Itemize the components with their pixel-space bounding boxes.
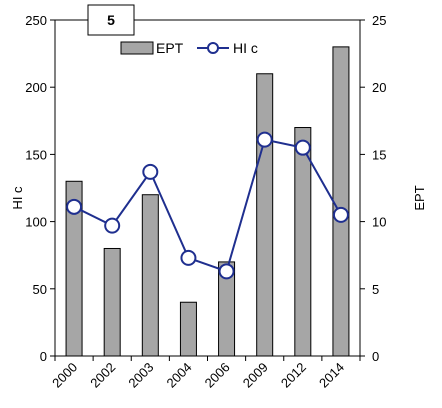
panel-label: 5 <box>107 12 115 28</box>
bar-2014 <box>332 46 350 357</box>
line-point-2014 <box>332 206 349 223</box>
legend-label-line: HI c <box>233 40 258 56</box>
x-tick-label: 2000 <box>49 360 80 391</box>
bar-2009 <box>256 73 274 357</box>
bar-2004 <box>179 301 197 357</box>
x-tick-label: 2012 <box>278 360 309 391</box>
x-tick-label: 2002 <box>87 360 118 391</box>
plot-area <box>54 19 361 357</box>
line-point-2009 <box>256 131 273 148</box>
plot-border <box>54 19 361 357</box>
legend: EPT HI c <box>120 40 258 56</box>
bar-2006 <box>218 261 236 357</box>
legend-swatch-bar <box>120 41 154 55</box>
line-point-2000 <box>66 198 83 215</box>
left-axis-title: HI c <box>10 186 25 210</box>
right-tick-label: 5 <box>372 282 379 297</box>
left-tick-label: 200 <box>25 80 47 95</box>
left-tick-label: 150 <box>25 147 47 162</box>
right-axis-title: EPT <box>412 185 427 210</box>
bar-2012 <box>294 127 312 357</box>
bar-2002 <box>103 247 121 357</box>
panel-label-box <box>87 4 135 36</box>
line-point-2003 <box>142 163 159 180</box>
line-point-2002 <box>104 217 121 234</box>
legend-label-bar: EPT <box>156 40 184 56</box>
left-tick-label: 100 <box>25 215 47 230</box>
x-tick-label: 2003 <box>125 360 156 391</box>
line-series <box>66 131 349 280</box>
right-tick-label: 20 <box>372 80 386 95</box>
x-tick-label: 2006 <box>202 360 233 391</box>
right-tick-label: 10 <box>372 215 386 230</box>
x-tick-label: 2014 <box>316 360 347 391</box>
bar-2003 <box>141 194 159 357</box>
legend-swatch-marker <box>207 42 219 54</box>
line-point-2012 <box>294 139 311 156</box>
right-tick-label: 0 <box>372 349 379 364</box>
line-point-2004 <box>180 249 197 266</box>
left-tick-label: 250 <box>25 13 47 28</box>
line-point-2006 <box>218 263 235 280</box>
left-tick-label: 50 <box>33 282 47 297</box>
right-tick-label: 15 <box>372 147 386 162</box>
right-tick-label: 25 <box>372 13 386 28</box>
bar-2000 <box>65 180 83 357</box>
x-tick-label: 2009 <box>240 360 271 391</box>
left-tick-label: 0 <box>40 349 47 364</box>
x-tick-label: 2004 <box>164 360 195 391</box>
